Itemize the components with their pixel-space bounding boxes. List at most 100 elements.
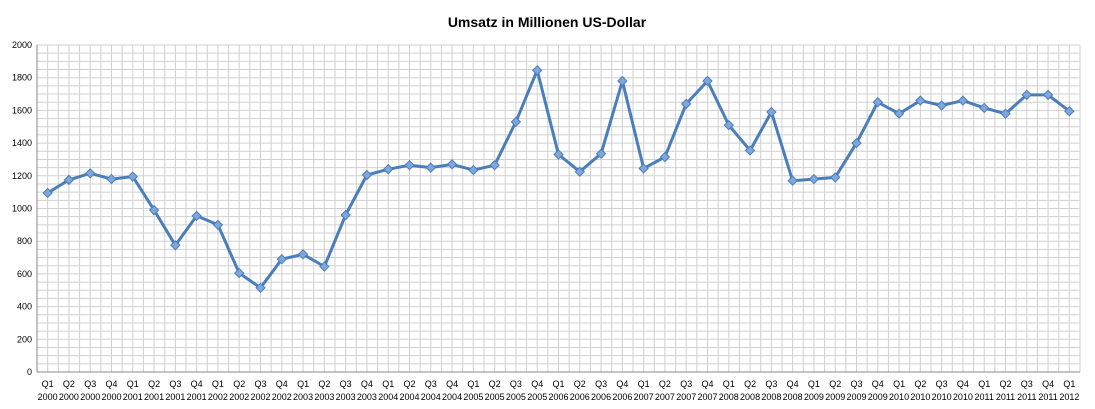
y-tick-label: 1200 — [12, 171, 32, 181]
x-tick-label-year: 2009 — [868, 392, 888, 402]
x-tick-label-year: 2003 — [314, 392, 334, 402]
y-tick-label: 2000 — [12, 40, 32, 50]
x-tick-label-year: 2004 — [442, 392, 462, 402]
data-point-marker — [787, 175, 798, 186]
data-point-marker — [361, 169, 373, 181]
x-tick-label-year: 2006 — [591, 392, 611, 402]
data-point-marker — [489, 159, 500, 171]
x-tick-label-quarter: Q2 — [999, 379, 1011, 389]
x-tick-label-year: 2005 — [485, 392, 505, 402]
x-tick-label-year: 2007 — [697, 392, 717, 402]
data-point-marker — [702, 75, 713, 87]
y-tick-label: 1000 — [12, 204, 32, 214]
x-tick-label-year: 2007 — [634, 392, 654, 402]
data-point-marker — [1042, 89, 1054, 101]
x-tick-label-year: 2007 — [676, 392, 696, 402]
data-point-marker — [85, 168, 96, 179]
x-tick-label-year: 2000 — [59, 392, 79, 402]
x-tick-label-quarter: Q1 — [978, 379, 990, 389]
x-tick-label-quarter: Q3 — [765, 379, 777, 389]
x-tick-label-year: 2006 — [548, 392, 568, 402]
data-point-marker — [1000, 108, 1011, 119]
x-tick-label-year: 2007 — [655, 392, 675, 402]
data-point-marker — [979, 102, 990, 114]
x-tick-label-year: 2008 — [783, 392, 803, 402]
data-point-marker — [63, 174, 75, 186]
x-tick-label-quarter: Q2 — [233, 379, 245, 389]
x-tick-label-quarter: Q3 — [254, 379, 266, 389]
x-tick-label-year: 2001 — [144, 392, 164, 402]
x-tick-label-year: 2005 — [506, 392, 526, 402]
x-tick-label-quarter: Q4 — [616, 379, 628, 389]
y-tick-label: 1400 — [12, 138, 32, 148]
data-point-marker — [383, 164, 394, 175]
x-tick-label-quarter: Q2 — [403, 379, 415, 389]
x-tick-label-year: 2010 — [889, 392, 909, 402]
x-tick-label-year: 2010 — [932, 392, 952, 402]
x-tick-label-year: 2001 — [123, 392, 143, 402]
x-tick-label-quarter: Q1 — [297, 379, 309, 389]
x-tick-label-quarter: Q2 — [63, 379, 75, 389]
data-point-marker — [425, 162, 436, 173]
x-tick-label-quarter: Q4 — [1042, 379, 1054, 389]
x-tick-label-quarter: Q1 — [552, 379, 564, 389]
data-point-marker — [893, 108, 905, 119]
x-tick-label-year: 2009 — [825, 392, 845, 402]
x-tick-label-quarter: Q3 — [595, 379, 607, 389]
x-tick-label-quarter: Q1 — [638, 379, 650, 389]
data-point-marker — [851, 137, 862, 149]
x-tick-label-quarter: Q4 — [531, 379, 543, 389]
x-tick-label-year: 2001 — [187, 392, 207, 402]
data-point-marker — [510, 116, 522, 128]
data-point-marker — [532, 65, 543, 76]
data-point-marker — [681, 98, 692, 110]
x-tick-label-year: 2010 — [953, 392, 973, 402]
x-tick-label-year: 2011 — [996, 392, 1015, 402]
x-tick-label-quarter: Q1 — [127, 379, 139, 389]
x-tick-labels: Q1 2000 Q2 2000 Q3 2000 Q4 2000 Q1 2001 Q2 2001 Q3 20… — [38, 379, 1080, 402]
x-tick-label-quarter: Q2 — [489, 379, 501, 389]
data-point-marker — [255, 282, 266, 294]
data-point-marker — [553, 149, 564, 160]
x-tick-label-year: 2004 — [421, 392, 441, 402]
x-tick-label-quarter: Q3 — [340, 379, 352, 389]
x-tick-label-year: 2005 — [463, 392, 483, 402]
x-tick-label-quarter: Q3 — [936, 379, 948, 389]
x-tick-label-quarter: Q1 — [893, 379, 905, 389]
x-tick-label-year: 2008 — [761, 392, 781, 402]
x-tick-label-quarter: Q3 — [510, 379, 522, 389]
x-tick-label-quarter: Q3 — [84, 379, 96, 389]
x-tick-label-year: 2005 — [527, 392, 547, 402]
x-tick-label-year: 2003 — [357, 392, 377, 402]
x-tick-label-quarter: Q1 — [723, 379, 735, 389]
x-tick-label-quarter: Q4 — [105, 379, 117, 389]
x-tick-label-quarter: Q1 — [467, 379, 479, 389]
x-tick-label-year: 2002 — [250, 392, 270, 402]
x-tick-label-year: 2004 — [399, 392, 419, 402]
data-point-marker — [936, 100, 947, 111]
y-tick-label: 0 — [27, 367, 32, 377]
x-tick-label-quarter: Q1 — [1063, 379, 1075, 389]
data-point-marker — [319, 261, 330, 272]
series-markers — [42, 65, 1075, 294]
y-tick-label: 600 — [17, 269, 32, 279]
data-point-marker — [595, 148, 607, 159]
x-tick-label-year: 2006 — [570, 392, 590, 402]
chart-title: Umsatz in Millionen US-Dollar — [448, 14, 647, 30]
data-point-marker — [212, 219, 224, 231]
x-tick-label-quarter: Q2 — [744, 379, 756, 389]
x-tick-label-year: 2002 — [208, 392, 228, 402]
x-tick-label-quarter: Q2 — [914, 379, 926, 389]
x-tick-label-year: 2011 — [975, 392, 994, 402]
grid — [36, 44, 1081, 373]
data-point-marker — [766, 106, 777, 118]
x-tick-label-year: 2011 — [1038, 392, 1057, 402]
data-point-marker — [468, 164, 479, 176]
x-tick-label-quarter: Q4 — [701, 379, 713, 389]
y-tick-label: 200 — [17, 334, 32, 344]
x-tick-label-year: 2012 — [1059, 392, 1079, 402]
y-tick-label: 1800 — [12, 73, 32, 83]
data-point-marker — [127, 171, 138, 182]
data-point-marker — [42, 187, 53, 199]
